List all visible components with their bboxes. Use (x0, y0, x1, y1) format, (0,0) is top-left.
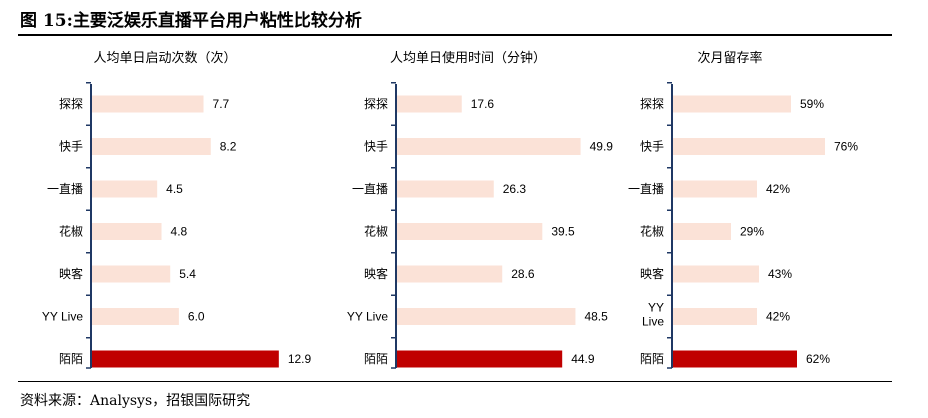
top-rule (18, 34, 892, 36)
value-label: 29% (740, 225, 764, 239)
value-label: 62% (806, 352, 830, 366)
figure-title: 图 15:主要泛娱乐直播平台用户粘性比较分析 (20, 11, 362, 31)
bar (673, 308, 757, 325)
category-label: 陌陌 (364, 352, 388, 366)
bar (397, 180, 494, 198)
panel-title: 人均单日启动次数（次） (93, 50, 236, 66)
category-label: YY Live (642, 301, 664, 329)
value-label: 42% (766, 182, 790, 196)
value-label: 59% (800, 97, 824, 111)
value-label: 17.6 (471, 97, 495, 111)
value-label: 44.9 (571, 352, 595, 366)
bar (397, 95, 462, 113)
bar (673, 223, 731, 240)
source-note: 资料来源：Analysys，招银国际研究 (20, 393, 251, 409)
value-label: 12.9 (288, 352, 312, 366)
bar (92, 95, 204, 113)
category-label: YY Live (347, 310, 388, 324)
bar (397, 138, 581, 155)
bottom-rule (18, 381, 892, 382)
value-label: 28.6 (511, 267, 535, 281)
bar (397, 308, 576, 325)
value-label: 26.3 (503, 182, 527, 196)
category-label: 快手 (59, 140, 83, 154)
value-label: 5.4 (179, 267, 196, 281)
value-label: 42% (766, 310, 790, 324)
value-label: 7.7 (213, 97, 230, 111)
bar (397, 223, 543, 240)
category-label: 映客 (364, 266, 388, 281)
value-label: 48.5 (584, 310, 608, 324)
panel-title: 人均单日使用时间（分钟） (390, 50, 546, 66)
value-label: 4.8 (171, 225, 188, 239)
category-label: 探探 (59, 97, 83, 111)
bar (397, 265, 503, 283)
category-label: 陌陌 (640, 352, 664, 366)
category-label: 花椒 (640, 224, 664, 239)
value-label: 39.5 (551, 225, 575, 239)
panel-title: 次月留存率 (697, 50, 762, 66)
category-label: 探探 (640, 97, 664, 111)
category-label: 快手 (364, 140, 388, 154)
value-label: 49.9 (590, 140, 614, 154)
category-label: 一直播 (47, 182, 83, 196)
bar (673, 180, 757, 198)
bar (92, 180, 158, 198)
bar (397, 350, 563, 368)
bar (92, 223, 162, 240)
category-label: 花椒 (364, 224, 388, 239)
value-label: 6.0 (188, 310, 205, 324)
bar (673, 265, 759, 283)
bar (673, 138, 825, 155)
value-label: 8.2 (220, 140, 237, 154)
bar (92, 265, 171, 283)
category-label: 快手 (640, 140, 664, 154)
bar (673, 95, 791, 113)
category-label: 一直播 (628, 182, 664, 196)
bar (92, 308, 179, 325)
category-label: 一直播 (352, 182, 388, 196)
category-label: 陌陌 (59, 352, 83, 366)
value-label: 76% (834, 140, 858, 154)
category-label: YY Live (42, 310, 83, 324)
category-label: 映客 (640, 266, 664, 281)
value-label: 43% (768, 267, 792, 281)
bar (673, 350, 797, 368)
category-label: 映客 (59, 266, 83, 281)
category-label: 花椒 (59, 224, 83, 239)
bar (92, 350, 279, 368)
category-label: 探探 (364, 97, 388, 111)
value-label: 4.5 (166, 182, 183, 196)
bar (92, 138, 211, 155)
